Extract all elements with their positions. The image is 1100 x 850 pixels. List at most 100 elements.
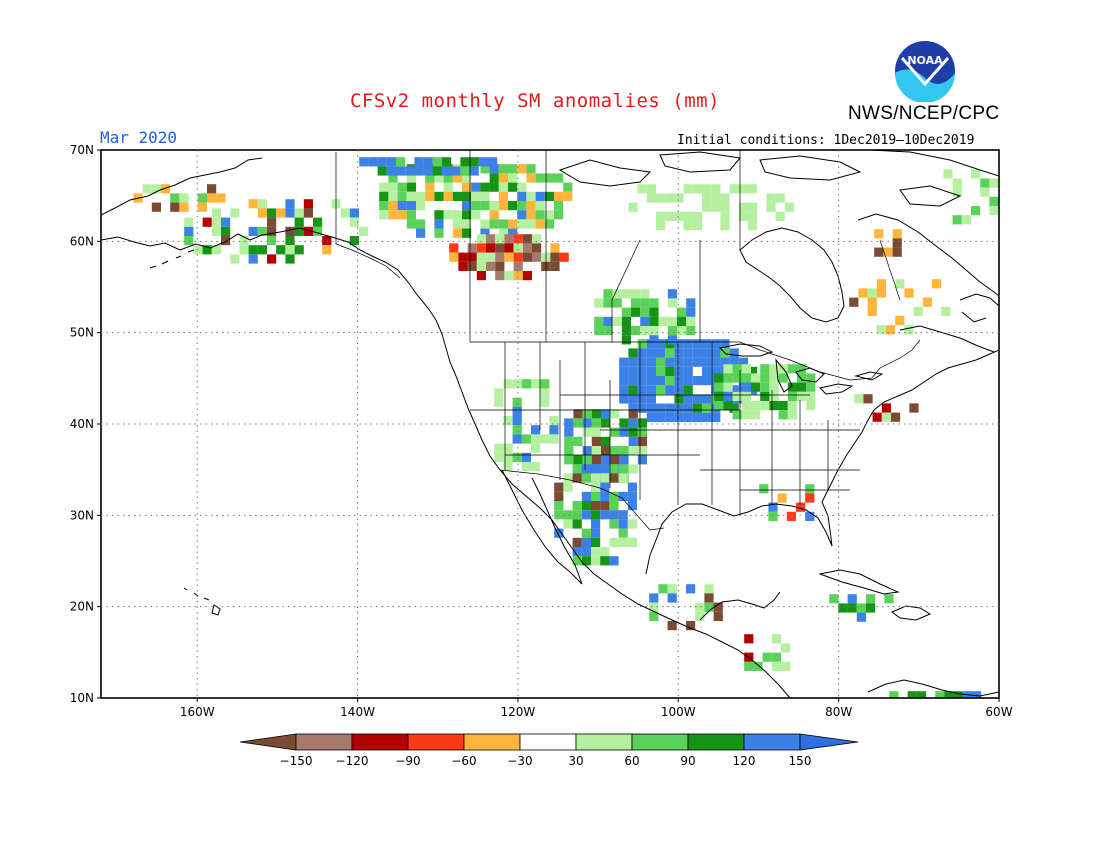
anomaly-cell xyxy=(683,221,693,231)
anomaly-cell xyxy=(732,364,742,374)
anomaly-cell xyxy=(989,206,999,216)
anomaly-cell xyxy=(591,501,601,511)
anomaly-cell xyxy=(612,298,622,308)
anomaly-cell xyxy=(498,228,508,238)
anomaly-cell xyxy=(467,243,477,253)
anomaly-cell xyxy=(405,166,415,176)
anomaly-cell xyxy=(665,385,675,395)
anomaly-cell xyxy=(714,382,724,392)
anomaly-cell xyxy=(581,510,591,520)
anomaly-cell xyxy=(692,211,702,221)
anomaly-cell xyxy=(554,528,564,538)
anomaly-cell xyxy=(692,412,702,422)
anomaly-cell xyxy=(591,556,601,566)
color-legend: −150 −120 −90 −60 −30 30 60 90 120 150 xyxy=(239,733,859,768)
anomaly-cell xyxy=(907,691,917,698)
anomaly-cell xyxy=(863,394,873,404)
border-us-canada xyxy=(470,339,921,381)
anomaly-cell xyxy=(504,243,514,253)
anomaly-cell xyxy=(532,243,542,253)
anomaly-cell xyxy=(674,348,684,358)
anomaly-cell xyxy=(434,173,444,183)
anomaly-cell xyxy=(512,379,522,389)
map-title: CFSv2 monthly SM anomalies (mm) xyxy=(349,90,721,112)
anomaly-cell xyxy=(656,403,666,413)
anomaly-cell xyxy=(674,366,684,376)
anomaly-cell xyxy=(628,366,638,376)
anomaly-cell xyxy=(729,184,739,194)
anomaly-cell xyxy=(416,228,426,238)
anomaly-cell xyxy=(702,357,712,367)
anomaly-cell xyxy=(944,691,954,698)
anomaly-cell xyxy=(495,243,505,253)
anomaly-cell xyxy=(443,191,453,201)
anomaly-cell xyxy=(582,409,592,419)
anomaly-cell xyxy=(489,210,499,220)
anomaly-cell xyxy=(601,418,611,428)
anomaly-cell xyxy=(674,357,684,367)
anomaly-cell xyxy=(769,382,779,392)
anomaly-cell xyxy=(591,436,601,446)
anomaly-cell xyxy=(573,409,583,419)
anomaly-cell xyxy=(766,202,776,212)
anomaly-cell xyxy=(732,410,742,420)
anomaly-cell xyxy=(618,537,628,547)
anomaly-cell xyxy=(686,298,696,308)
anomaly-cell xyxy=(892,247,902,257)
anomaly-cell xyxy=(508,219,518,229)
colorbar-swatch xyxy=(631,733,689,751)
anomaly-cell xyxy=(184,226,194,236)
anomaly-cell xyxy=(531,379,541,389)
anomaly-cell xyxy=(535,173,545,183)
coastline-arctic xyxy=(558,150,999,207)
coastline-newfoundland xyxy=(959,293,999,323)
anomaly-cell xyxy=(495,234,505,244)
anomaly-cell xyxy=(591,418,601,428)
anomaly-cell xyxy=(517,210,527,220)
anomaly-cell xyxy=(379,210,389,220)
anomaly-cell xyxy=(503,462,513,472)
anomaly-cell xyxy=(741,391,751,401)
anomaly-cell xyxy=(720,221,730,231)
anomaly-cell xyxy=(711,193,721,203)
colorbar-arrow-low xyxy=(239,733,297,751)
y-tick-label: 50N xyxy=(70,326,94,340)
anomaly-cell xyxy=(498,182,508,192)
anomaly-cell xyxy=(179,202,189,212)
anomaly-cell xyxy=(640,289,650,299)
anomaly-cell xyxy=(656,348,666,358)
anomaly-cell xyxy=(303,208,313,218)
anomaly-cell xyxy=(406,201,416,211)
anomaly-cell xyxy=(847,603,857,613)
anomaly-cell xyxy=(396,166,406,176)
colorbar-arrow-high xyxy=(799,733,859,751)
anomaly-cell xyxy=(486,243,496,253)
anomaly-cell xyxy=(489,164,499,174)
anomaly-cell xyxy=(741,410,751,420)
anomaly-cell xyxy=(702,412,712,422)
colorbar-label: −30 xyxy=(507,754,532,768)
anomaly-cell xyxy=(526,164,536,174)
anomaly-cell xyxy=(600,547,610,557)
anomaly-cell xyxy=(498,164,508,174)
coastline-gulf xyxy=(645,501,833,575)
anomaly-cell xyxy=(667,289,677,299)
initial-conditions: Initial conditions: 1Dec2019–10Dec2019 xyxy=(677,133,975,148)
anomaly-cell xyxy=(714,401,724,411)
anomaly-cell xyxy=(628,464,638,474)
anomaly-cell xyxy=(581,528,591,538)
anomaly-cell xyxy=(883,247,893,257)
anomaly-cell xyxy=(610,455,620,465)
anomaly-cell xyxy=(692,376,702,386)
border-alaska-canada xyxy=(335,152,401,279)
anomaly-cell xyxy=(471,210,481,220)
anomaly-cell xyxy=(628,436,638,446)
anomaly-cell xyxy=(285,208,295,218)
anomaly-cell xyxy=(601,455,611,465)
anomaly-cell xyxy=(720,193,730,203)
anomaly-cell xyxy=(847,594,857,604)
anomaly-cell xyxy=(683,211,693,221)
anomaly-cell xyxy=(872,412,882,422)
anomaly-cell xyxy=(591,491,601,501)
x-tick-label: 100W xyxy=(661,705,696,719)
